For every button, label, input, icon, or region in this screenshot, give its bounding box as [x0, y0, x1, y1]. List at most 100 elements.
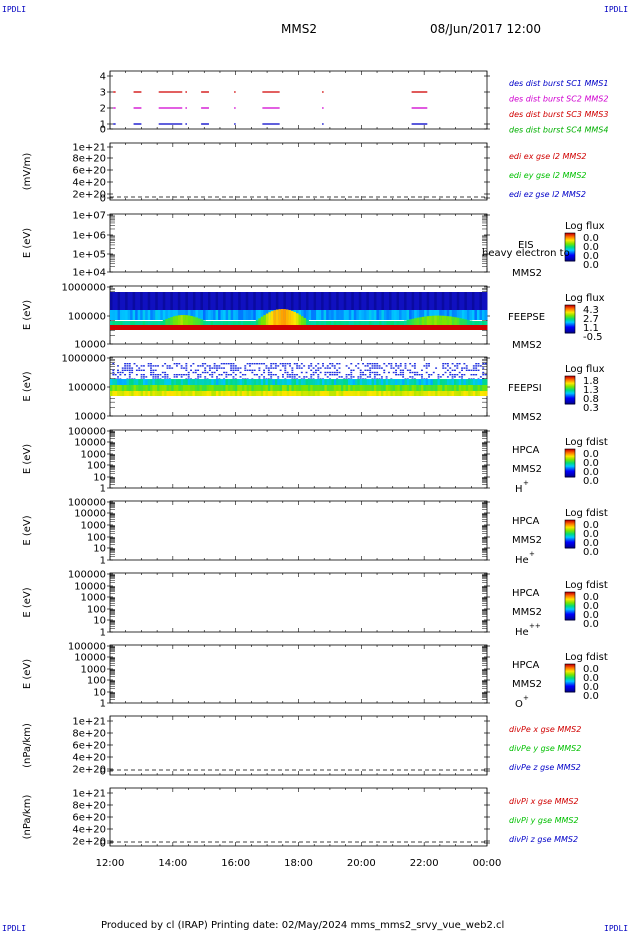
feeps-e-ytick-label: 10000 [74, 340, 106, 351]
hpca-h-cbar-seg [565, 475, 575, 477]
feeps-e-cell [132, 310, 136, 320]
feeps-e-cell [258, 325, 262, 330]
feeps-i-cell [395, 363, 397, 365]
feeps-e-cell [313, 310, 317, 320]
feeps-i-cell [482, 391, 486, 396]
feeps-i-cell [409, 391, 412, 396]
divpe-panel-frame [109, 715, 488, 776]
feeps-i-cell [380, 367, 383, 369]
feeps-i-cell [454, 379, 457, 385]
feeps-e-cell [396, 321, 400, 325]
feeps-i-cbar-seg [565, 384, 575, 386]
feeps-e-cell [326, 321, 330, 325]
feeps-e-cell [484, 292, 488, 310]
feeps-i-cell [324, 374, 327, 376]
hpca-h-cbar-tick: 0.0 [583, 476, 599, 487]
feeps-e-cell [135, 321, 139, 325]
feeps-e-cell [469, 320, 473, 325]
feeps-i-cell [482, 379, 486, 385]
feeps-e-cell [160, 325, 164, 330]
feeps-e-cbar-seg [565, 315, 575, 317]
feeps-i-cbar-tick: 1.3 [583, 385, 599, 396]
feeps-i-cell [227, 363, 230, 365]
hpca-he1-cbar-seg [565, 522, 575, 524]
feeps-e-cell [371, 310, 375, 320]
divpe-ytick-label: 1e+21 [72, 717, 106, 728]
feeps-i-cell [298, 365, 301, 367]
feeps-e-cell [371, 325, 375, 330]
feeps-e-cell [283, 309, 287, 325]
feeps-e-cell [439, 325, 443, 330]
feeps-i-cell [307, 379, 311, 385]
feeps-i-cell [256, 363, 258, 365]
feeps-e-cell [481, 325, 485, 330]
feeps-e-cell [220, 292, 224, 310]
feeps-e-cell [316, 310, 320, 320]
feeps-i-cell [305, 371, 308, 374]
feeps-i-cell [472, 367, 475, 369]
feeps-i-cbar-seg [565, 385, 575, 387]
feeps-i-cell [239, 391, 243, 396]
eis-cbar-seg [565, 255, 575, 257]
feeps-i-cell [376, 391, 380, 396]
feeps-i-cell [458, 391, 462, 396]
hpca-h-cbar-seg [565, 460, 575, 462]
divpi-ytick-label: 6e+20 [72, 813, 106, 824]
feeps-i-cell [463, 379, 467, 385]
feeps-i-cell [284, 363, 287, 365]
feeps-i-cbar-tick: 0.3 [583, 403, 599, 414]
feeps-e-cell [429, 315, 433, 325]
feeps-e-cell [200, 325, 204, 330]
feeps-e-cell [459, 325, 463, 330]
feeps-i-cell [411, 365, 414, 367]
feeps-i-cell [173, 374, 176, 376]
feeps-i-cell [340, 391, 344, 396]
hpca-h-cbar-seg [565, 450, 575, 452]
feeps-i-cell [225, 385, 229, 391]
feeps-i-cell [197, 369, 200, 371]
feeps-i-cell [194, 379, 198, 385]
feeps-e-cell [421, 292, 425, 310]
feeps-e-cell [404, 310, 407, 320]
feeps-i-cell [314, 391, 318, 396]
feeps-e-cell [265, 292, 269, 310]
feeps-e-cell [444, 325, 448, 330]
feeps-i-cell [366, 365, 369, 367]
hpca-o-cbar-seg [565, 690, 575, 692]
feeps-i-cell [439, 376, 442, 378]
feeps-i-cell [319, 367, 322, 369]
feeps-i-cbar-seg [565, 387, 575, 389]
feeps-i-cell [157, 379, 160, 385]
feeps-i-cell [418, 379, 422, 385]
feeps-e-cell [454, 325, 458, 330]
feeps-i-cell [218, 385, 222, 391]
feeps-e-cell [416, 292, 420, 310]
feeps-i-cell [397, 367, 400, 369]
feeps-e-cell [140, 292, 144, 310]
feeps-i-cell [421, 376, 423, 378]
feeps-e-cell [110, 325, 113, 330]
feeps-e-cell [449, 310, 453, 320]
feeps-i-cell [140, 374, 143, 376]
divpi-ytick-label: 2e+20 [72, 837, 106, 848]
feeps-e-cell [223, 321, 227, 325]
corner-label-bl: IPDLI [2, 924, 27, 933]
feeps-e-cell [205, 325, 209, 330]
feeps-i-cell [220, 374, 223, 376]
feeps-i-cell [171, 391, 175, 396]
feeps-i-cell [402, 391, 405, 396]
hpca-o-cbar-seg [565, 675, 575, 677]
feeps-i-cell [310, 376, 313, 378]
feeps-i-cell [449, 371, 452, 374]
feeps-e-cell [210, 321, 214, 325]
hpca-he2-cbar-seg [565, 612, 575, 614]
feeps-i-cell [340, 385, 344, 391]
feeps-e-cell [431, 310, 435, 320]
feeps-e-cell [265, 325, 269, 330]
feeps-e-cell [293, 311, 297, 325]
feeps-e-cell [225, 321, 229, 325]
feeps-i-cell [329, 374, 332, 376]
feeps-i-cell [331, 379, 335, 385]
feeps-i-cell [421, 374, 423, 376]
feeps-i-cell [333, 379, 337, 385]
